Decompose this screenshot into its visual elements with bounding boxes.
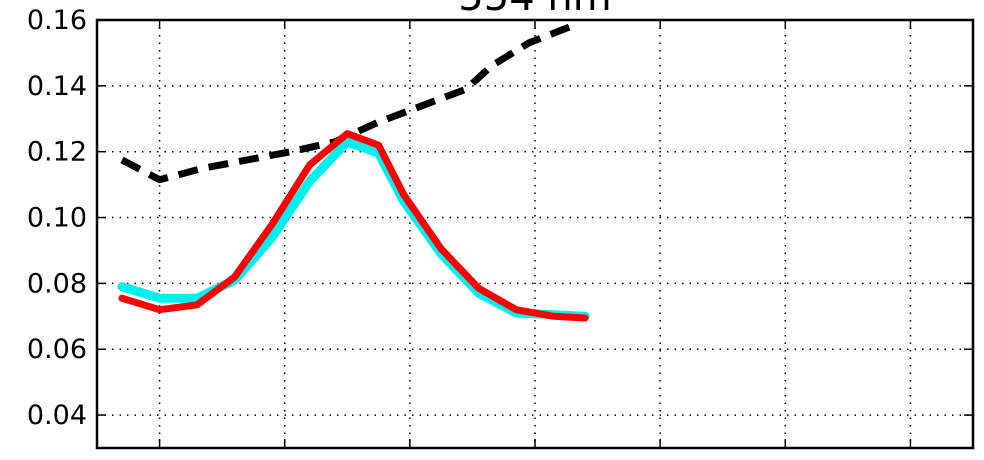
y-tick-label-6: 0.16 bbox=[27, 5, 87, 36]
tick-labels: 0.04 0.06 0.08 0.10 0.12 0.14 0.16 bbox=[27, 5, 87, 431]
plot-background bbox=[97, 20, 973, 448]
y-tick-label-4: 0.12 bbox=[27, 137, 87, 168]
series-layer bbox=[117, 20, 590, 322]
chart-title: 554 nm bbox=[458, 0, 611, 20]
y-tick-label-3: 0.10 bbox=[27, 203, 87, 234]
ticks bbox=[97, 19, 973, 448]
series-line-2 bbox=[118, 130, 589, 322]
y-tick-label-5: 0.14 bbox=[27, 71, 87, 102]
y-tick-label-2: 0.08 bbox=[27, 268, 87, 299]
y-tick-label-1: 0.06 bbox=[27, 334, 87, 365]
y-tick-label-0: 0.04 bbox=[27, 400, 87, 431]
series-line-0 bbox=[120, 20, 581, 184]
